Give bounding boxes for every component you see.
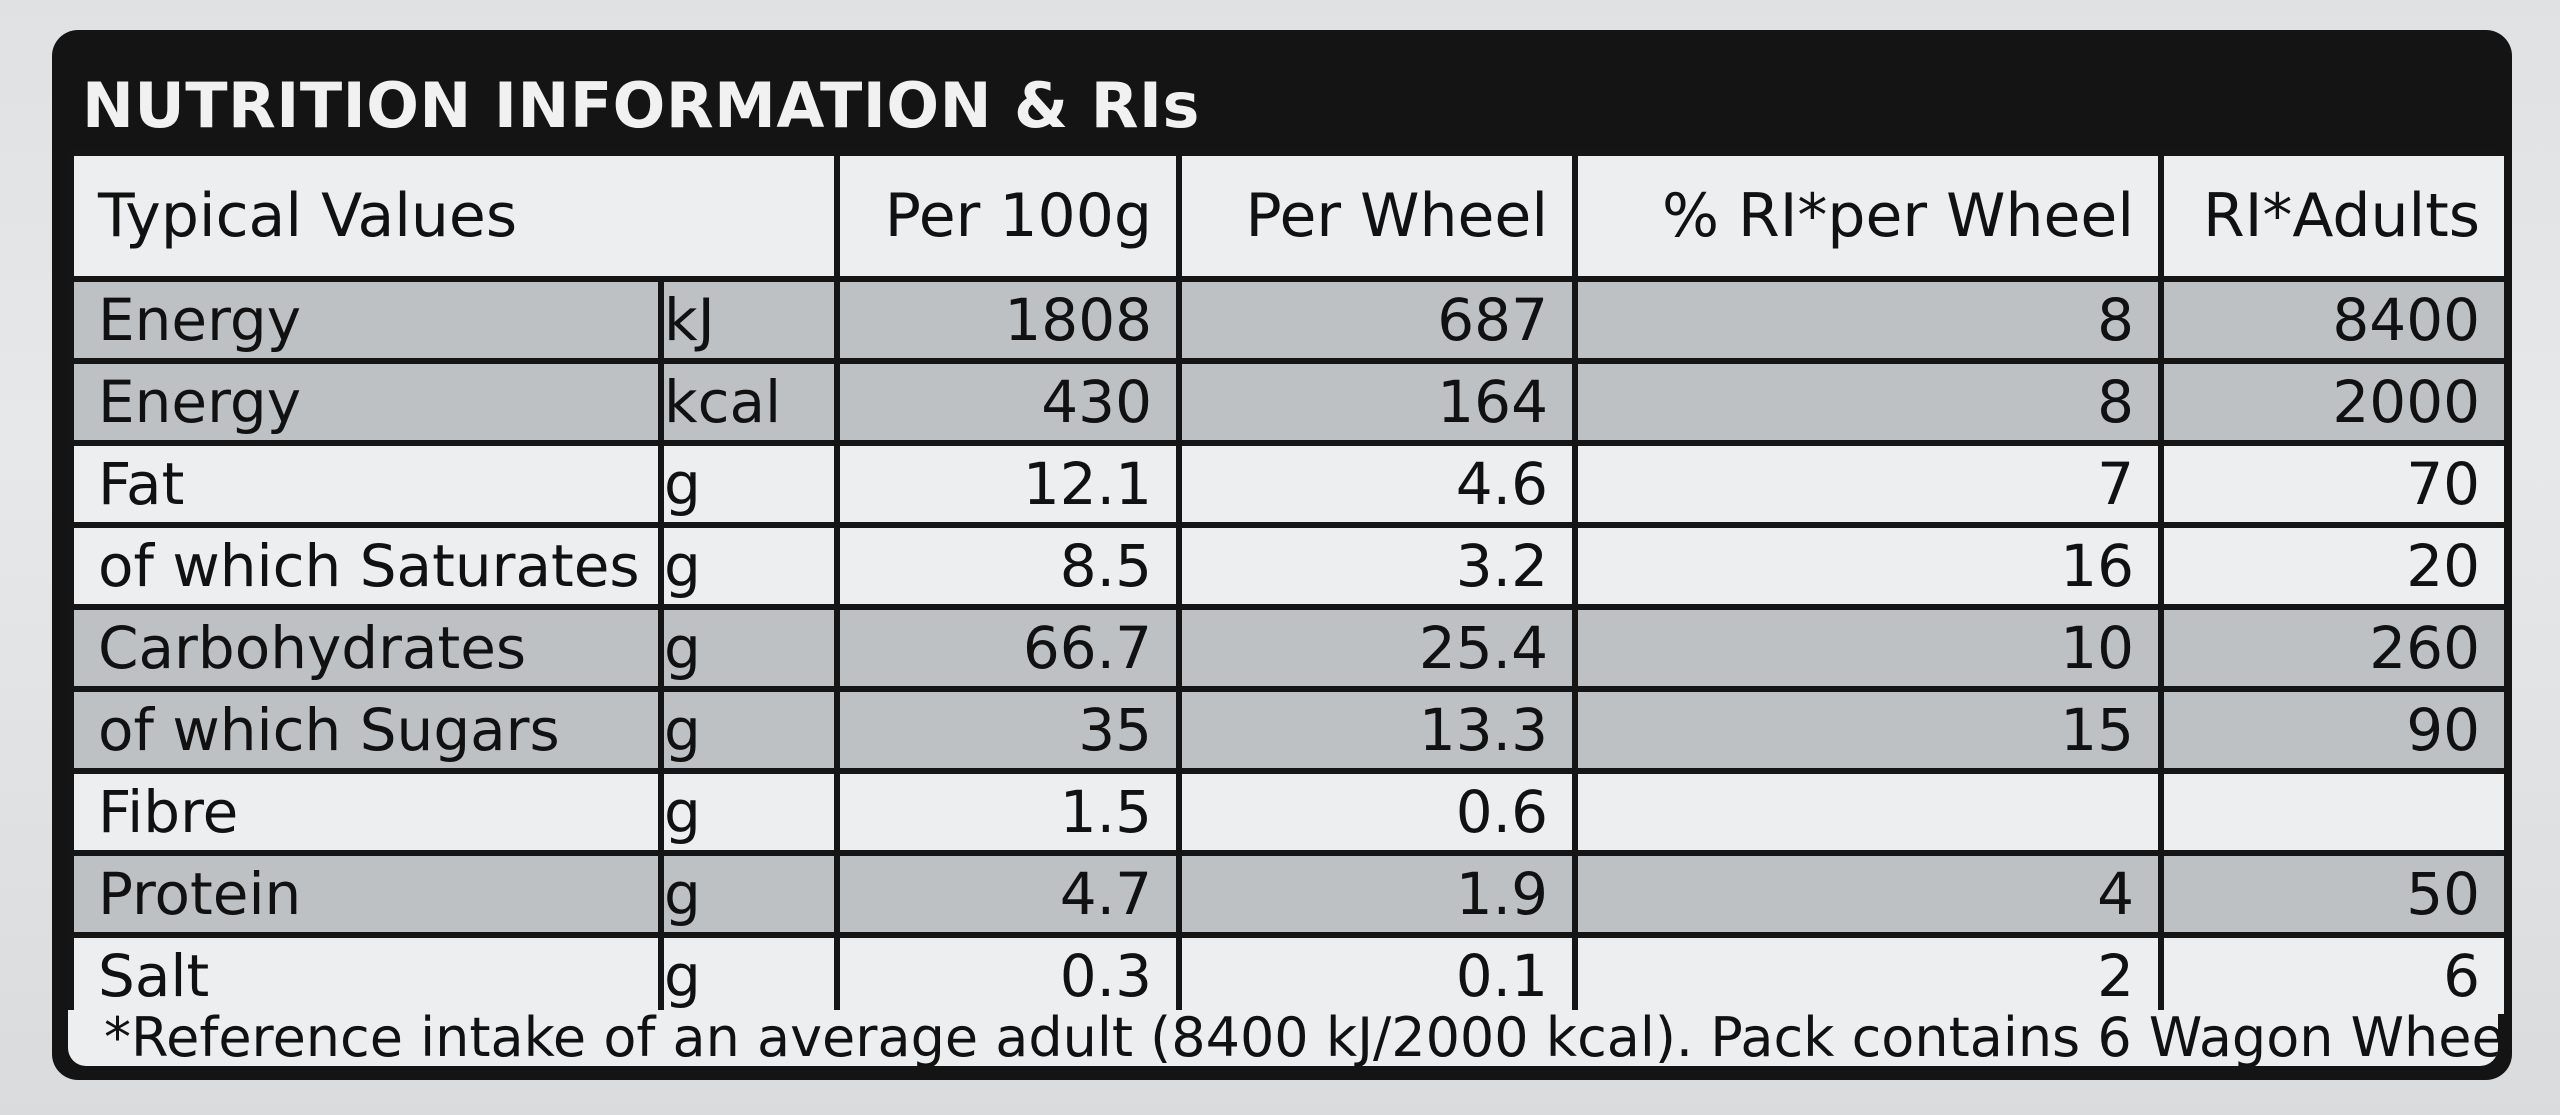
column-header-typical-values: Typical Values [74, 156, 834, 276]
value-per-100g: 8.5 [840, 528, 1176, 604]
value-per-100g: 4.7 [840, 856, 1176, 932]
value-per-100g: 1.5 [840, 774, 1176, 850]
value-per-100g: 430 [840, 364, 1176, 440]
nutrient-unit: g [664, 856, 834, 932]
value-ri-percent: 2 [1578, 938, 2158, 1014]
table-row: Fat g 12.1 4.6 7 70 [74, 446, 2504, 522]
table-row: Energy kcal 430 164 8 2000 [74, 364, 2504, 440]
value-per-100g: 66.7 [840, 610, 1176, 686]
value-ri-adults: 260 [2164, 610, 2504, 686]
column-header-per-wheel: Per Wheel [1182, 156, 1572, 276]
table-row: Fibre g 1.5 0.6 [74, 774, 2504, 850]
value-per-100g: 0.3 [840, 938, 1176, 1014]
value-ri-percent: 10 [1578, 610, 2158, 686]
nutrient-unit: g [664, 938, 834, 1014]
nutrient-name: Energy [74, 364, 658, 440]
nutrient-name: of which Saturates [74, 528, 658, 604]
nutrient-unit: g [664, 692, 834, 768]
value-per-wheel: 3.2 [1182, 528, 1572, 604]
nutrient-unit: g [664, 446, 834, 522]
table-row: Salt g 0.3 0.1 2 6 [74, 938, 2504, 1014]
value-per-wheel: 164 [1182, 364, 1572, 440]
nutrient-name: Energy [74, 282, 658, 358]
value-per-wheel: 25.4 [1182, 610, 1572, 686]
reference-intake-footnote: *Reference intake of an average adult (8… [68, 1010, 2498, 1066]
value-per-wheel: 0.6 [1182, 774, 1572, 850]
value-per-wheel: 0.1 [1182, 938, 1572, 1014]
nutrition-table-wrapper: Typical Values Per 100g Per Wheel % RI*p… [68, 150, 2504, 1014]
value-ri-adults: 90 [2164, 692, 2504, 768]
value-per-wheel: 687 [1182, 282, 1572, 358]
table-row: Protein g 4.7 1.9 4 50 [74, 856, 2504, 932]
value-ri-percent: 8 [1578, 364, 2158, 440]
nutrient-name: Carbohydrates [74, 610, 658, 686]
table-row: of which Saturates g 8.5 3.2 16 20 [74, 528, 2504, 604]
nutrient-name: Protein [74, 856, 658, 932]
value-ri-adults: 8400 [2164, 282, 2504, 358]
nutrient-name: Fibre [74, 774, 658, 850]
value-ri-adults: 50 [2164, 856, 2504, 932]
value-per-wheel: 4.6 [1182, 446, 1572, 522]
value-per-wheel: 1.9 [1182, 856, 1572, 932]
nutrient-unit: g [664, 774, 834, 850]
value-per-wheel: 13.3 [1182, 692, 1572, 768]
table-row: Carbohydrates g 66.7 25.4 10 260 [74, 610, 2504, 686]
table-row: Energy kJ 1808 687 8 8400 [74, 282, 2504, 358]
nutrition-table: Typical Values Per 100g Per Wheel % RI*p… [68, 150, 2510, 1020]
value-ri-percent: 7 [1578, 446, 2158, 522]
nutrient-name: Salt [74, 938, 658, 1014]
nutrient-name: Fat [74, 446, 658, 522]
value-ri-percent: 8 [1578, 282, 2158, 358]
nutrition-label-panel: NUTRITION INFORMATION & RIs Typical Valu… [52, 30, 2512, 1080]
value-ri-adults: 2000 [2164, 364, 2504, 440]
column-header-per-100g: Per 100g [840, 156, 1176, 276]
value-per-100g: 35 [840, 692, 1176, 768]
value-ri-percent: 15 [1578, 692, 2158, 768]
table-header-row: Typical Values Per 100g Per Wheel % RI*p… [74, 156, 2504, 276]
value-per-100g: 12.1 [840, 446, 1176, 522]
value-ri-adults: 6 [2164, 938, 2504, 1014]
table-row: of which Sugars g 35 13.3 15 90 [74, 692, 2504, 768]
nutrient-name: of which Sugars [74, 692, 658, 768]
nutrient-unit: g [664, 528, 834, 604]
value-ri-percent: 16 [1578, 528, 2158, 604]
value-per-100g: 1808 [840, 282, 1176, 358]
nutrient-unit: kJ [664, 282, 834, 358]
nutrient-unit: g [664, 610, 834, 686]
value-ri-adults: 70 [2164, 446, 2504, 522]
column-header-ri-adults: RI*Adults [2164, 156, 2504, 276]
nutrition-title: NUTRITION INFORMATION & RIs [82, 69, 1200, 142]
value-ri-percent [1578, 774, 2158, 850]
value-ri-adults [2164, 774, 2504, 850]
value-ri-percent: 4 [1578, 856, 2158, 932]
nutrient-unit: kcal [664, 364, 834, 440]
column-header-ri-per-wheel: % RI*per Wheel [1578, 156, 2158, 276]
value-ri-adults: 20 [2164, 528, 2504, 604]
